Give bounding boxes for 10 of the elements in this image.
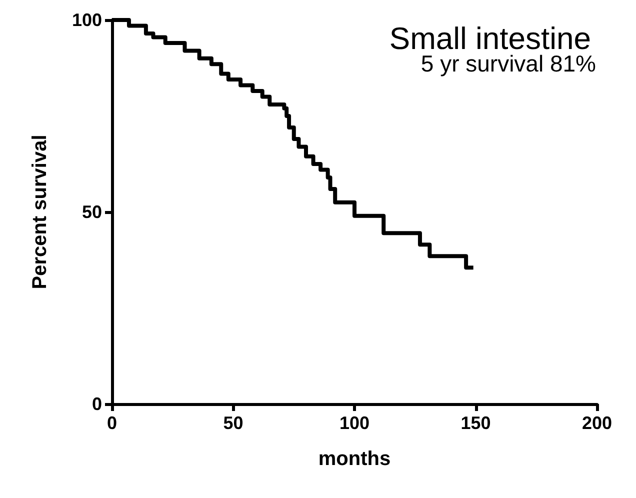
y-tick-label: 100 <box>72 10 102 30</box>
y-tick-label: 50 <box>82 202 102 222</box>
x-tick-label: 50 <box>223 413 244 433</box>
x-tick-label: 200 <box>582 413 612 433</box>
y-axis-title: Percent survival <box>29 134 51 290</box>
y-tick-label: 0 <box>92 394 102 414</box>
x-tick-label: 100 <box>339 413 370 433</box>
x-tick-label: 0 <box>106 413 118 433</box>
x-axis-title: months <box>318 448 391 470</box>
x-tick-label: 150 <box>460 413 491 433</box>
